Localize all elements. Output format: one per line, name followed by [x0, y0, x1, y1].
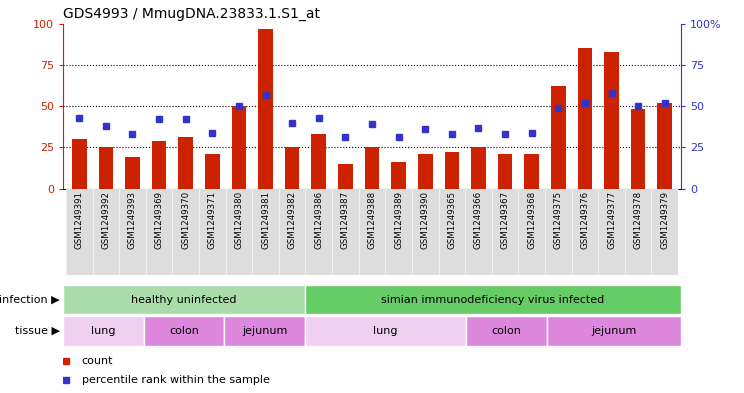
- Bar: [598, 189, 625, 275]
- Text: GSM1249386: GSM1249386: [314, 191, 323, 250]
- Text: lung: lung: [373, 326, 398, 336]
- Bar: [332, 189, 359, 275]
- Bar: [492, 189, 519, 275]
- Bar: [519, 189, 545, 275]
- Bar: [279, 189, 306, 275]
- Bar: [547, 316, 681, 346]
- Text: GSM1249369: GSM1249369: [155, 191, 164, 249]
- Text: infection ▶: infection ▶: [0, 295, 60, 305]
- Bar: [312, 134, 326, 189]
- Text: GSM1249378: GSM1249378: [634, 191, 643, 250]
- Text: GSM1249371: GSM1249371: [208, 191, 217, 250]
- Bar: [205, 154, 219, 189]
- Bar: [66, 189, 92, 275]
- Bar: [305, 316, 466, 346]
- Bar: [144, 316, 225, 346]
- Bar: [225, 189, 252, 275]
- Text: healthy uninfected: healthy uninfected: [131, 295, 237, 305]
- Text: tissue ▶: tissue ▶: [15, 326, 60, 336]
- Text: colon: colon: [169, 326, 199, 336]
- Text: GSM1249368: GSM1249368: [527, 191, 536, 250]
- Bar: [525, 154, 539, 189]
- Bar: [152, 141, 167, 189]
- Text: GDS4993 / MmugDNA.23833.1.S1_at: GDS4993 / MmugDNA.23833.1.S1_at: [63, 7, 320, 21]
- Bar: [471, 147, 486, 189]
- Bar: [391, 162, 406, 189]
- Bar: [498, 154, 513, 189]
- Bar: [252, 189, 279, 275]
- Bar: [631, 109, 646, 189]
- Bar: [438, 189, 465, 275]
- Text: count: count: [82, 356, 113, 366]
- Text: GSM1249380: GSM1249380: [234, 191, 243, 250]
- Bar: [652, 189, 678, 275]
- Bar: [173, 189, 199, 275]
- Text: GSM1249389: GSM1249389: [394, 191, 403, 249]
- Text: GSM1249375: GSM1249375: [554, 191, 562, 250]
- Bar: [658, 103, 672, 189]
- Text: jejunum: jejunum: [242, 326, 287, 336]
- Text: jejunum: jejunum: [591, 326, 636, 336]
- Bar: [338, 164, 353, 189]
- Bar: [466, 316, 547, 346]
- Bar: [306, 189, 332, 275]
- Bar: [199, 189, 225, 275]
- Bar: [604, 51, 619, 189]
- Text: GSM1249365: GSM1249365: [447, 191, 456, 250]
- Bar: [285, 147, 300, 189]
- Text: GSM1249390: GSM1249390: [421, 191, 430, 249]
- Text: GSM1249367: GSM1249367: [501, 191, 510, 250]
- Bar: [625, 189, 652, 275]
- Text: GSM1249379: GSM1249379: [660, 191, 670, 249]
- Bar: [385, 189, 412, 275]
- Bar: [231, 106, 246, 189]
- Bar: [179, 138, 193, 189]
- Text: GSM1249377: GSM1249377: [607, 191, 616, 250]
- Bar: [571, 189, 598, 275]
- Bar: [465, 189, 492, 275]
- Text: lung: lung: [92, 326, 116, 336]
- Text: colon: colon: [491, 326, 522, 336]
- Text: GSM1249392: GSM1249392: [101, 191, 110, 249]
- Bar: [551, 86, 565, 189]
- Bar: [412, 189, 438, 275]
- Bar: [258, 29, 273, 189]
- Bar: [545, 189, 571, 275]
- Text: GSM1249366: GSM1249366: [474, 191, 483, 250]
- Text: GSM1249388: GSM1249388: [368, 191, 376, 250]
- Text: GSM1249391: GSM1249391: [74, 191, 84, 249]
- Bar: [146, 189, 173, 275]
- Bar: [63, 285, 305, 314]
- Bar: [225, 316, 305, 346]
- Bar: [72, 139, 86, 189]
- Text: GSM1249382: GSM1249382: [288, 191, 297, 250]
- Bar: [444, 152, 459, 189]
- Bar: [125, 157, 140, 189]
- Text: GSM1249393: GSM1249393: [128, 191, 137, 249]
- Bar: [98, 147, 113, 189]
- Text: GSM1249381: GSM1249381: [261, 191, 270, 250]
- Text: percentile rank within the sample: percentile rank within the sample: [82, 375, 269, 386]
- Text: GSM1249370: GSM1249370: [182, 191, 190, 250]
- Bar: [305, 285, 681, 314]
- Bar: [577, 48, 592, 189]
- Text: simian immunodeficiency virus infected: simian immunodeficiency virus infected: [381, 295, 604, 305]
- Bar: [418, 154, 432, 189]
- Text: GSM1249376: GSM1249376: [580, 191, 589, 250]
- Bar: [92, 189, 119, 275]
- Text: GSM1249387: GSM1249387: [341, 191, 350, 250]
- Bar: [63, 316, 144, 346]
- Bar: [365, 147, 379, 189]
- Bar: [119, 189, 146, 275]
- Bar: [359, 189, 385, 275]
